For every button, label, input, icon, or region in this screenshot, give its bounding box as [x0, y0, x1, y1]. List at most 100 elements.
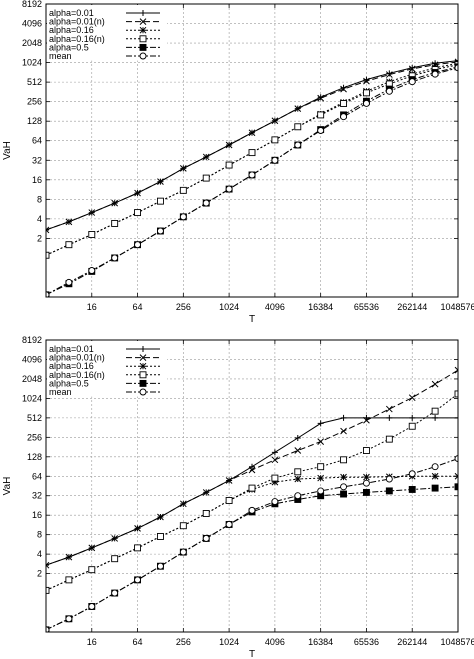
data-point [65, 615, 73, 623]
data-point [248, 149, 256, 157]
plot-frame [45, 3, 459, 298]
data-point [157, 513, 164, 521]
y-tick-label: 16 [32, 510, 42, 520]
data-point [363, 416, 370, 424]
x-axis-label: T [249, 314, 255, 325]
data-point [340, 100, 348, 107]
x-tick-label: 65536 [354, 637, 379, 647]
data-point [179, 548, 187, 556]
x-tick-label: 256 [176, 302, 191, 312]
data-point [340, 414, 347, 421]
x-tick-label: 64 [133, 302, 143, 312]
data-point [294, 475, 302, 483]
data-point [225, 185, 233, 193]
data-point [249, 463, 255, 470]
legend-label: alpha=0.16(n) [49, 34, 105, 44]
data-point [88, 566, 96, 574]
y-tick-label: 16 [32, 175, 42, 185]
data-point [65, 553, 73, 561]
data-point [134, 189, 141, 197]
data-point [340, 456, 348, 464]
data-point [88, 544, 96, 552]
data-point [294, 434, 301, 441]
y-tick-label: 256 [27, 432, 42, 442]
y-tick-label: 2 [37, 569, 42, 579]
data-point [225, 161, 233, 169]
data-point [455, 414, 458, 421]
data-point [317, 127, 325, 134]
y-tick-label: 2048 [22, 374, 42, 384]
y-tick-label: 2 [37, 233, 42, 243]
data-point [294, 123, 302, 131]
y-axis: 2 4 8 16 32 64 128 256 512 1024 2048 4096 8192 [22, 0, 458, 243]
data-point [294, 141, 302, 149]
data-point [409, 64, 416, 71]
x-tick-label: 16384 [308, 637, 333, 647]
legend-marker [139, 35, 147, 43]
data-point [454, 366, 458, 374]
data-point [271, 449, 278, 456]
data-point [46, 226, 49, 233]
data-point [362, 488, 370, 496]
legend-label: alpha=0.01(n) [49, 17, 105, 27]
legend-background [47, 341, 167, 397]
data-point [157, 178, 164, 185]
data-point [432, 414, 439, 421]
data-point [88, 267, 96, 274]
data-point [409, 414, 416, 421]
data-point [225, 497, 233, 504]
x-axis-label: T [249, 649, 255, 659]
data-point [156, 197, 164, 205]
data-point [248, 506, 256, 514]
y-tick-label: 128 [27, 116, 42, 126]
data-point [408, 394, 416, 402]
data-point [362, 447, 370, 454]
legend-marker [139, 379, 147, 387]
legend-label: alpha=0.01(n) [49, 353, 105, 363]
data-point [65, 218, 73, 226]
series-alpha-0-5 [46, 483, 458, 632]
data-point [431, 70, 439, 78]
data-point [385, 435, 393, 443]
data-point [111, 254, 119, 262]
y-tick-label: 8192 [22, 335, 42, 345]
y-tick-label: 512 [27, 413, 42, 423]
data-point [340, 483, 348, 491]
data-point [225, 521, 233, 528]
data-point [408, 470, 416, 478]
series-group [46, 57, 458, 297]
data-point [65, 241, 73, 249]
legend-marker [139, 354, 147, 361]
y-tick-label: 128 [27, 452, 42, 462]
data-point [111, 219, 119, 227]
data-point [385, 487, 393, 495]
data-point [340, 85, 347, 93]
x-tick-label: 256 [176, 637, 191, 647]
data-point [65, 278, 73, 286]
data-point [317, 438, 325, 445]
data-point [431, 407, 439, 415]
data-point [202, 199, 210, 207]
data-point [454, 390, 458, 398]
x-tick-label: 1048576 [440, 302, 474, 312]
legend: alpha=0.01alpha=0.01(n)alpha=0.16alpha=0… [47, 5, 167, 61]
legend-label: alpha=0.01 [49, 344, 94, 354]
x-tick-label: 262144 [397, 637, 427, 647]
y-tick-label: 4 [37, 549, 42, 559]
x-tick-label: 16384 [308, 302, 333, 312]
y-tick-label: 8192 [22, 0, 42, 9]
legend-marker [139, 26, 147, 34]
data-point [294, 105, 302, 112]
data-point [156, 562, 164, 570]
data-point [340, 427, 347, 435]
data-point [362, 89, 370, 97]
data-point [431, 472, 439, 480]
data-point [317, 487, 325, 495]
series-alpha-0-16 [46, 59, 458, 259]
legend-marker [139, 362, 147, 370]
data-point [363, 77, 370, 85]
data-point [179, 522, 187, 530]
data-point [317, 94, 325, 102]
data-point [431, 380, 439, 388]
